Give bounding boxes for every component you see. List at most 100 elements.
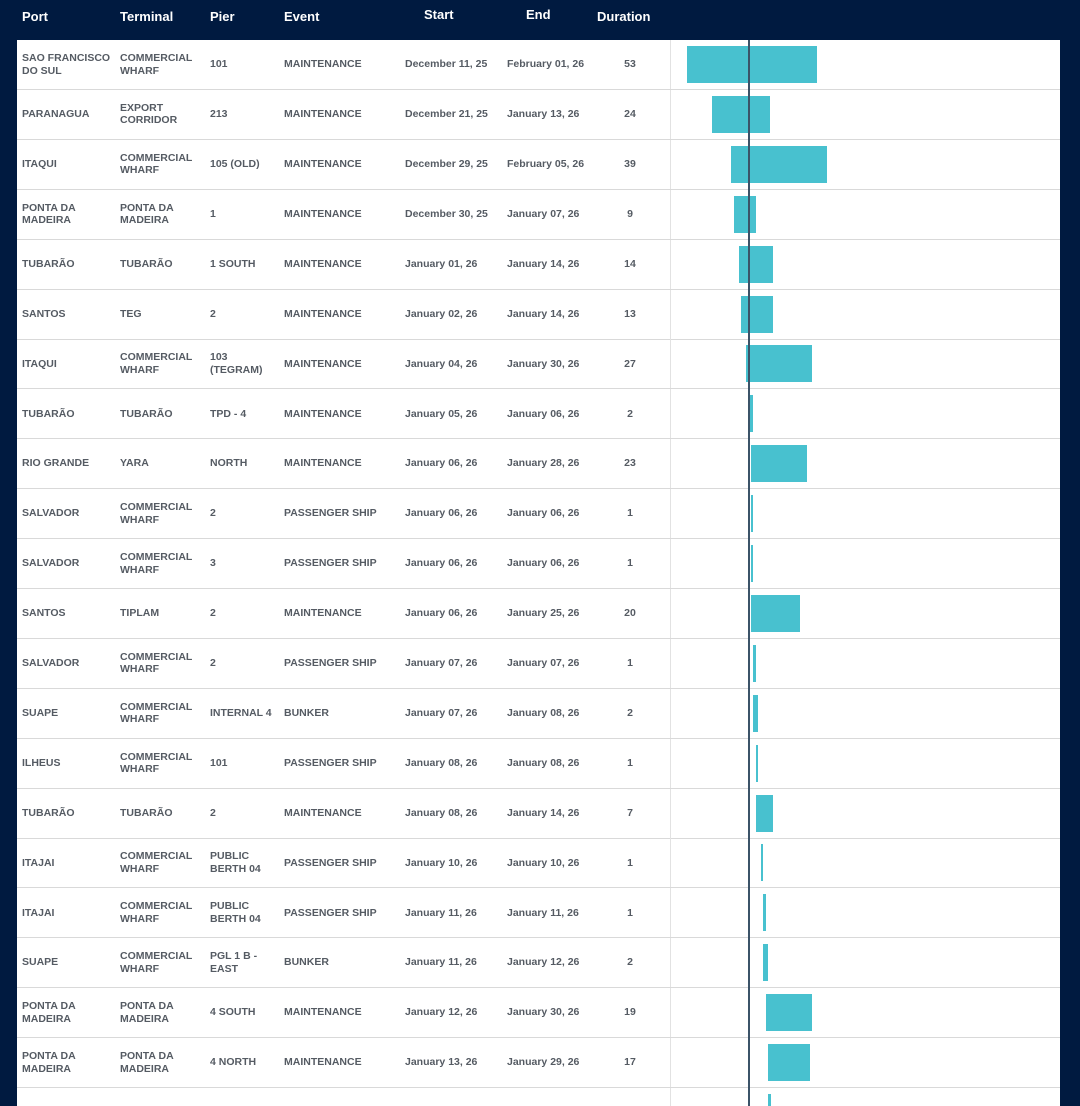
port-cell-text: PARANAGUA bbox=[22, 108, 90, 121]
start-date-cell: December 21, 25 bbox=[405, 90, 505, 139]
table-row: ITAJAI COMMERCIAL WHARF PUBLIC BERTH 04 PAS… bbox=[17, 888, 1060, 939]
pier-cell: 2 bbox=[210, 290, 280, 339]
port-cell-text: ITAJAI bbox=[22, 856, 55, 869]
start-date-cell-text: January 04, 26 bbox=[405, 357, 478, 370]
event-cell: PASSENGER SHIP bbox=[284, 639, 404, 688]
header-event: Event bbox=[284, 9, 320, 24]
event-cell-text: BUNKER bbox=[284, 706, 329, 719]
duration-cell: 2 bbox=[600, 938, 660, 987]
duration-cell: 2 bbox=[600, 389, 660, 438]
port-cell-text: ITAJAI bbox=[22, 906, 55, 919]
start-date-cell-text: January 07, 26 bbox=[405, 706, 478, 719]
pier-cell-text: 2 bbox=[210, 657, 216, 670]
pier-cell: 2 bbox=[210, 589, 280, 638]
gantt-bar bbox=[750, 495, 754, 533]
end-date-cell-text: January 06, 26 bbox=[507, 557, 580, 570]
pier-cell-text: 2 bbox=[210, 307, 216, 320]
port-cell: ITAJAI bbox=[22, 838, 116, 887]
duration-cell: 1 bbox=[600, 639, 660, 688]
duration-cell: 23 bbox=[600, 439, 660, 488]
gantt-bar bbox=[748, 395, 754, 433]
terminal-cell-text: COMMERCIAL WHARF bbox=[120, 151, 193, 177]
pier-cell-text: 4 SOUTH bbox=[210, 1006, 256, 1019]
event-cell-text: PASSENGER SHIP bbox=[284, 856, 377, 869]
terminal-cell-text: TIPLAM bbox=[120, 607, 160, 620]
end-date-cell-text: January 14, 26 bbox=[507, 307, 580, 320]
end-date-cell-text: January 14, 26 bbox=[507, 806, 580, 819]
end-date-cell-text: January 06, 26 bbox=[507, 407, 580, 420]
port-cell: ITAJAI bbox=[22, 888, 116, 937]
chart-divider bbox=[670, 489, 671, 539]
port-cell-text: ITAQUI bbox=[22, 158, 57, 171]
port-cell: TUBARÃO bbox=[22, 240, 116, 289]
port-cell-text: SANTOS bbox=[22, 607, 66, 620]
terminal-cell: EXPORT CORRIDOR bbox=[120, 90, 204, 139]
header-terminal: Terminal bbox=[120, 9, 174, 24]
duration-cell: 1 bbox=[600, 739, 660, 788]
event-cell-text: MAINTENANCE bbox=[284, 58, 362, 71]
event-cell: MAINTENANCE bbox=[284, 439, 404, 488]
terminal-cell: COMMERCIAL WHARF bbox=[120, 888, 204, 937]
port-cell: ILHEUS bbox=[22, 739, 116, 788]
terminal-cell: COMMERCIAL WHARF bbox=[120, 639, 204, 688]
start-date-cell: January 07, 26 bbox=[405, 689, 505, 738]
terminal-cell: COMMERCIAL WHARF bbox=[120, 489, 204, 538]
event-cell: PASSENGER SHIP bbox=[284, 489, 404, 538]
gantt-bar bbox=[765, 994, 813, 1032]
duration-cell: 19 bbox=[600, 988, 660, 1037]
duration-cell-text: 2 bbox=[627, 706, 633, 719]
start-date-cell-text: January 11, 26 bbox=[405, 906, 477, 919]
start-date-cell: December 11, 25 bbox=[405, 40, 505, 89]
gantt-bar bbox=[738, 245, 773, 283]
table-row: ITAQUI COMMERCIAL WHARF 103 (TEGRAM) MAINTE… bbox=[17, 339, 1060, 390]
port-cell: SUAPE bbox=[22, 938, 116, 987]
table-row: SAO FRANCISCO DO SUL COMMERCIAL WHARF 101 M… bbox=[17, 40, 1060, 90]
end-date-cell-text: February 01, 26 bbox=[507, 58, 585, 71]
table-row: SALVADOR COMMERCIAL WHARF 2 PASSENGER SHIP J… bbox=[17, 489, 1060, 540]
terminal-cell-text: COMMERCIAL WHARF bbox=[120, 850, 193, 875]
table-row: SUAPE COMMERCIAL WHARF INTERNAL 4 BUNKER Jan… bbox=[17, 688, 1060, 739]
chart-divider bbox=[670, 738, 671, 788]
table-row: TUBARÃO TUBARÃO TPD - 4 MAINTENANCE January … bbox=[17, 389, 1060, 440]
start-date-cell-text: January 13, 26 bbox=[405, 1056, 478, 1069]
start-date-cell-text: January 11, 26 bbox=[405, 956, 477, 969]
pier-cell-text: 2 bbox=[210, 507, 216, 520]
duration-cell: 1 bbox=[600, 539, 660, 588]
start-date-cell-text: January 08, 26 bbox=[405, 806, 478, 819]
pier-cell-text: 1 bbox=[210, 207, 216, 220]
end-date-cell: January 08, 26 bbox=[507, 689, 607, 738]
event-cell-text: MAINTENANCE bbox=[284, 158, 362, 171]
terminal-cell-text: TUBARÃO bbox=[120, 257, 173, 270]
header-end: End bbox=[526, 7, 551, 22]
start-date-cell: January 08, 26 bbox=[405, 739, 505, 788]
chart-divider bbox=[670, 988, 671, 1038]
chart-divider bbox=[670, 838, 671, 888]
start-date-cell-text: January 07, 26 bbox=[405, 657, 478, 670]
duration-cell-text: 27 bbox=[624, 357, 636, 370]
pier-cell-text: NORTH bbox=[210, 457, 248, 470]
port-cell-text: ITAQUI bbox=[22, 357, 57, 370]
chart-divider bbox=[670, 289, 671, 339]
port-cell bbox=[22, 1088, 116, 1106]
terminal-cell-text: PONTA DA MADEIRA bbox=[120, 1050, 174, 1075]
header-duration: Duration bbox=[597, 9, 651, 24]
start-date-cell-text: December 29, 25 bbox=[405, 158, 488, 171]
event-cell-text: MAINTENANCE bbox=[284, 407, 362, 420]
end-date-cell: January 06, 26 bbox=[507, 389, 607, 438]
port-cell-text: SANTOS bbox=[22, 307, 66, 320]
gantt-bar bbox=[768, 1093, 771, 1106]
end-date-cell: January 11, 26 bbox=[507, 888, 607, 937]
terminal-cell: COMMERCIAL bbox=[120, 1088, 204, 1106]
start-date-cell: January 08, 26 bbox=[405, 789, 505, 838]
port-cell-text: SALVADOR bbox=[22, 657, 80, 670]
terminal-cell-text: COMMERCIAL WHARF bbox=[120, 950, 193, 975]
start-date-cell: January 02, 26 bbox=[405, 290, 505, 339]
event-cell-text: PASSENGER SHIP bbox=[284, 906, 377, 919]
event-cell: MAINTENANCE bbox=[284, 140, 404, 189]
start-date-cell-text: January 08, 26 bbox=[405, 756, 478, 769]
duration-cell: 13 bbox=[600, 290, 660, 339]
table-row: PONTA DA MADEIRA PONTA DA MADEIRA 4 SOUTH M… bbox=[17, 988, 1060, 1039]
end-date-cell-text: February 05, 26 bbox=[507, 158, 585, 171]
event-cell: MAINTENANCE bbox=[284, 988, 404, 1037]
chart-divider bbox=[670, 638, 671, 688]
